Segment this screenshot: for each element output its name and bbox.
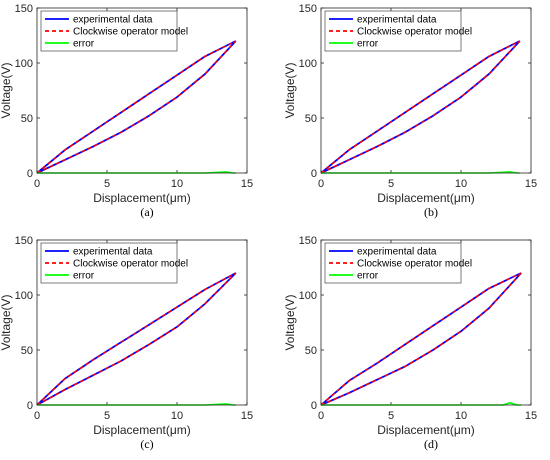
y-tick-label: 100	[299, 58, 317, 70]
x-tick-label: 5	[104, 410, 110, 422]
x-tick-label: 5	[388, 410, 394, 422]
axes-frame	[320, 7, 532, 174]
legend-label: Clockwise operator model	[73, 27, 188, 38]
legend-box	[324, 10, 462, 52]
y-axis-title: Voltage(V)	[0, 294, 13, 350]
series-line-clockwise-operator-model-1	[320, 272, 522, 406]
x-axis-title: Displacement(μm)	[93, 191, 191, 205]
panel-caption: (b)	[424, 205, 438, 219]
y-tick-label: 150	[15, 235, 33, 247]
x-tick-label: 0	[34, 178, 40, 190]
legend-label: error	[73, 271, 95, 282]
y-tick-label: 50	[21, 345, 33, 357]
x-tick-label: 5	[388, 178, 394, 190]
y-axis-title: Voltage(V)	[283, 294, 297, 350]
series-line-clockwise-operator-model-1	[36, 272, 237, 406]
legend-box	[40, 10, 178, 52]
y-axis-title: Voltage(V)	[283, 62, 297, 118]
series-line-clockwise-operator-model-2	[36, 40, 237, 174]
x-tick-label: 10	[171, 410, 183, 422]
axes-frame	[320, 239, 532, 406]
panel-caption: (d)	[424, 437, 438, 451]
legend-label: error	[357, 271, 379, 282]
y-tick-label: 0	[311, 400, 317, 412]
legend-box	[324, 242, 462, 284]
x-tick-label: 0	[34, 410, 40, 422]
y-tick-label: 100	[15, 290, 33, 302]
y-tick-label: 50	[305, 345, 317, 357]
legend-label: experimental data	[73, 247, 153, 258]
y-tick-label: 100	[15, 58, 33, 70]
legend-label: experimental data	[357, 247, 437, 258]
y-tick-label: 50	[305, 113, 317, 125]
legend-label: experimental data	[73, 15, 153, 26]
legend-label: Clockwise operator model	[357, 27, 472, 38]
legend-label: Clockwise operator model	[357, 259, 472, 270]
x-tick-label: 5	[104, 178, 110, 190]
series-line-clockwise-operator-model-2	[320, 272, 522, 406]
axes-frame	[36, 7, 248, 174]
x-tick-label: 15	[241, 178, 253, 190]
y-tick-label: 100	[299, 290, 317, 302]
y-tick-label: 0	[27, 400, 33, 412]
legend-label: error	[73, 39, 95, 50]
x-tick-label: 15	[525, 178, 537, 190]
x-axis-title: Displacement(μm)	[377, 423, 475, 437]
series-line-clockwise-operator-model-1	[320, 40, 521, 174]
legend-label: Clockwise operator model	[73, 259, 188, 270]
y-tick-label: 150	[15, 3, 33, 15]
series-line-clockwise-operator-model-1	[36, 40, 237, 174]
series-line-clockwise-operator-model-2	[36, 272, 237, 406]
panel-caption: (a)	[140, 205, 153, 219]
y-tick-label: 0	[311, 168, 317, 180]
series-line-clockwise-operator-model-2	[320, 40, 521, 174]
x-tick-label: 10	[171, 178, 183, 190]
x-tick-label: 10	[455, 410, 467, 422]
y-tick-label: 150	[299, 3, 317, 15]
x-tick-label: 0	[318, 178, 324, 190]
y-axis-title: Voltage(V)	[0, 62, 13, 118]
x-axis-title: Displacement(μm)	[377, 191, 475, 205]
legend-label: error	[357, 39, 379, 50]
x-axis-title: Displacement(μm)	[93, 423, 191, 437]
x-tick-label: 15	[525, 410, 537, 422]
y-tick-label: 50	[21, 113, 33, 125]
axes-frame	[36, 239, 248, 406]
y-tick-label: 150	[299, 235, 317, 247]
x-tick-label: 10	[455, 178, 467, 190]
y-tick-label: 0	[27, 168, 33, 180]
legend-box	[40, 242, 178, 284]
legend-label: experimental data	[357, 15, 437, 26]
x-tick-label: 0	[318, 410, 324, 422]
panel-caption: (c)	[140, 437, 153, 451]
x-tick-label: 15	[241, 410, 253, 422]
